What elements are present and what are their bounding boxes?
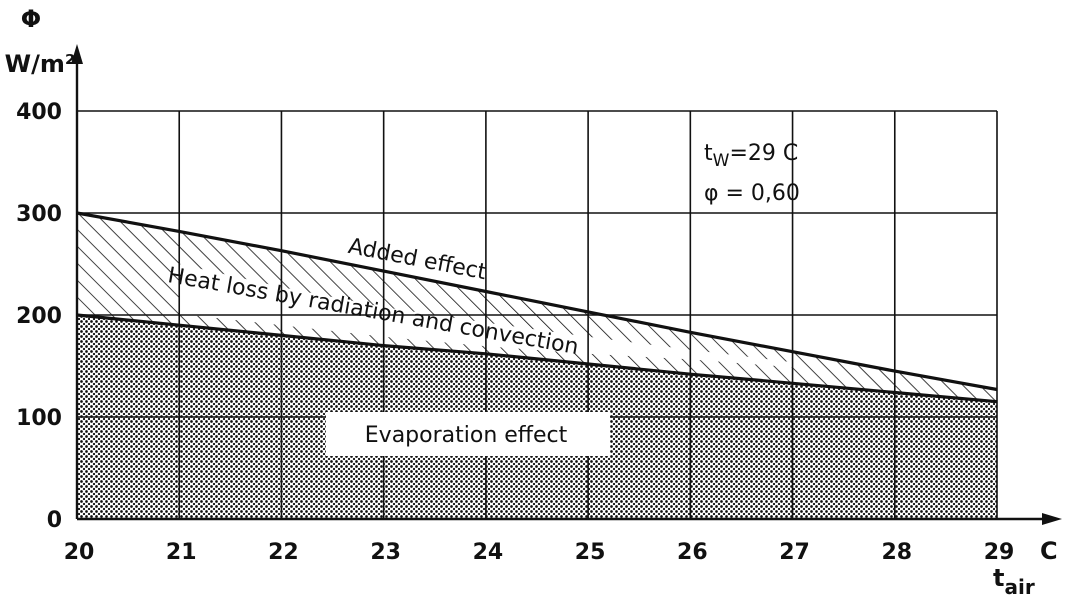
- evaporation-curve: [76, 313, 998, 404]
- y-axis-arrow: [71, 44, 83, 64]
- evaporation-label-background: [326, 412, 610, 456]
- x-axis-arrow: [1042, 513, 1062, 525]
- y-axis-label: Φ: [21, 5, 41, 33]
- x-axis-unit: C: [1040, 537, 1058, 565]
- x-tick-label: 20: [64, 540, 95, 565]
- x-tick-label: 25: [575, 540, 606, 565]
- y-tick-label: 300: [16, 202, 62, 227]
- y-tick-label: 0: [47, 508, 62, 533]
- water-temperature-annotation: tW=29 C: [704, 141, 798, 171]
- x-tick-label: 28: [881, 540, 912, 565]
- x-tick-label: 21: [166, 540, 197, 565]
- y-tick-labels: 0 100 200 300 400: [16, 100, 62, 533]
- y-tick-label: 100: [16, 406, 62, 431]
- x-tick-label: 27: [779, 540, 810, 565]
- x-tick-labels: 20 21 22 23 24 25 26 27 28 29: [64, 540, 1015, 565]
- total-heat-curve: [76, 211, 998, 392]
- evaporation-effect-label: Evaporation effect: [365, 423, 568, 448]
- x-tick-label: 26: [677, 540, 708, 565]
- added-effect-area: [77, 213, 997, 402]
- x-tick-label: 24: [473, 540, 504, 565]
- y-tick-label: 400: [16, 100, 62, 125]
- x-tick-label: 23: [370, 540, 401, 565]
- y-tick-label: 200: [16, 304, 62, 329]
- y-axis-unit: W/m²: [5, 50, 76, 78]
- relative-humidity-annotation: φ = 0,60: [704, 181, 800, 206]
- x-tick-label: 22: [268, 540, 299, 565]
- x-tick-label: 29: [984, 540, 1015, 565]
- x-axis-label: tair: [993, 564, 1035, 599]
